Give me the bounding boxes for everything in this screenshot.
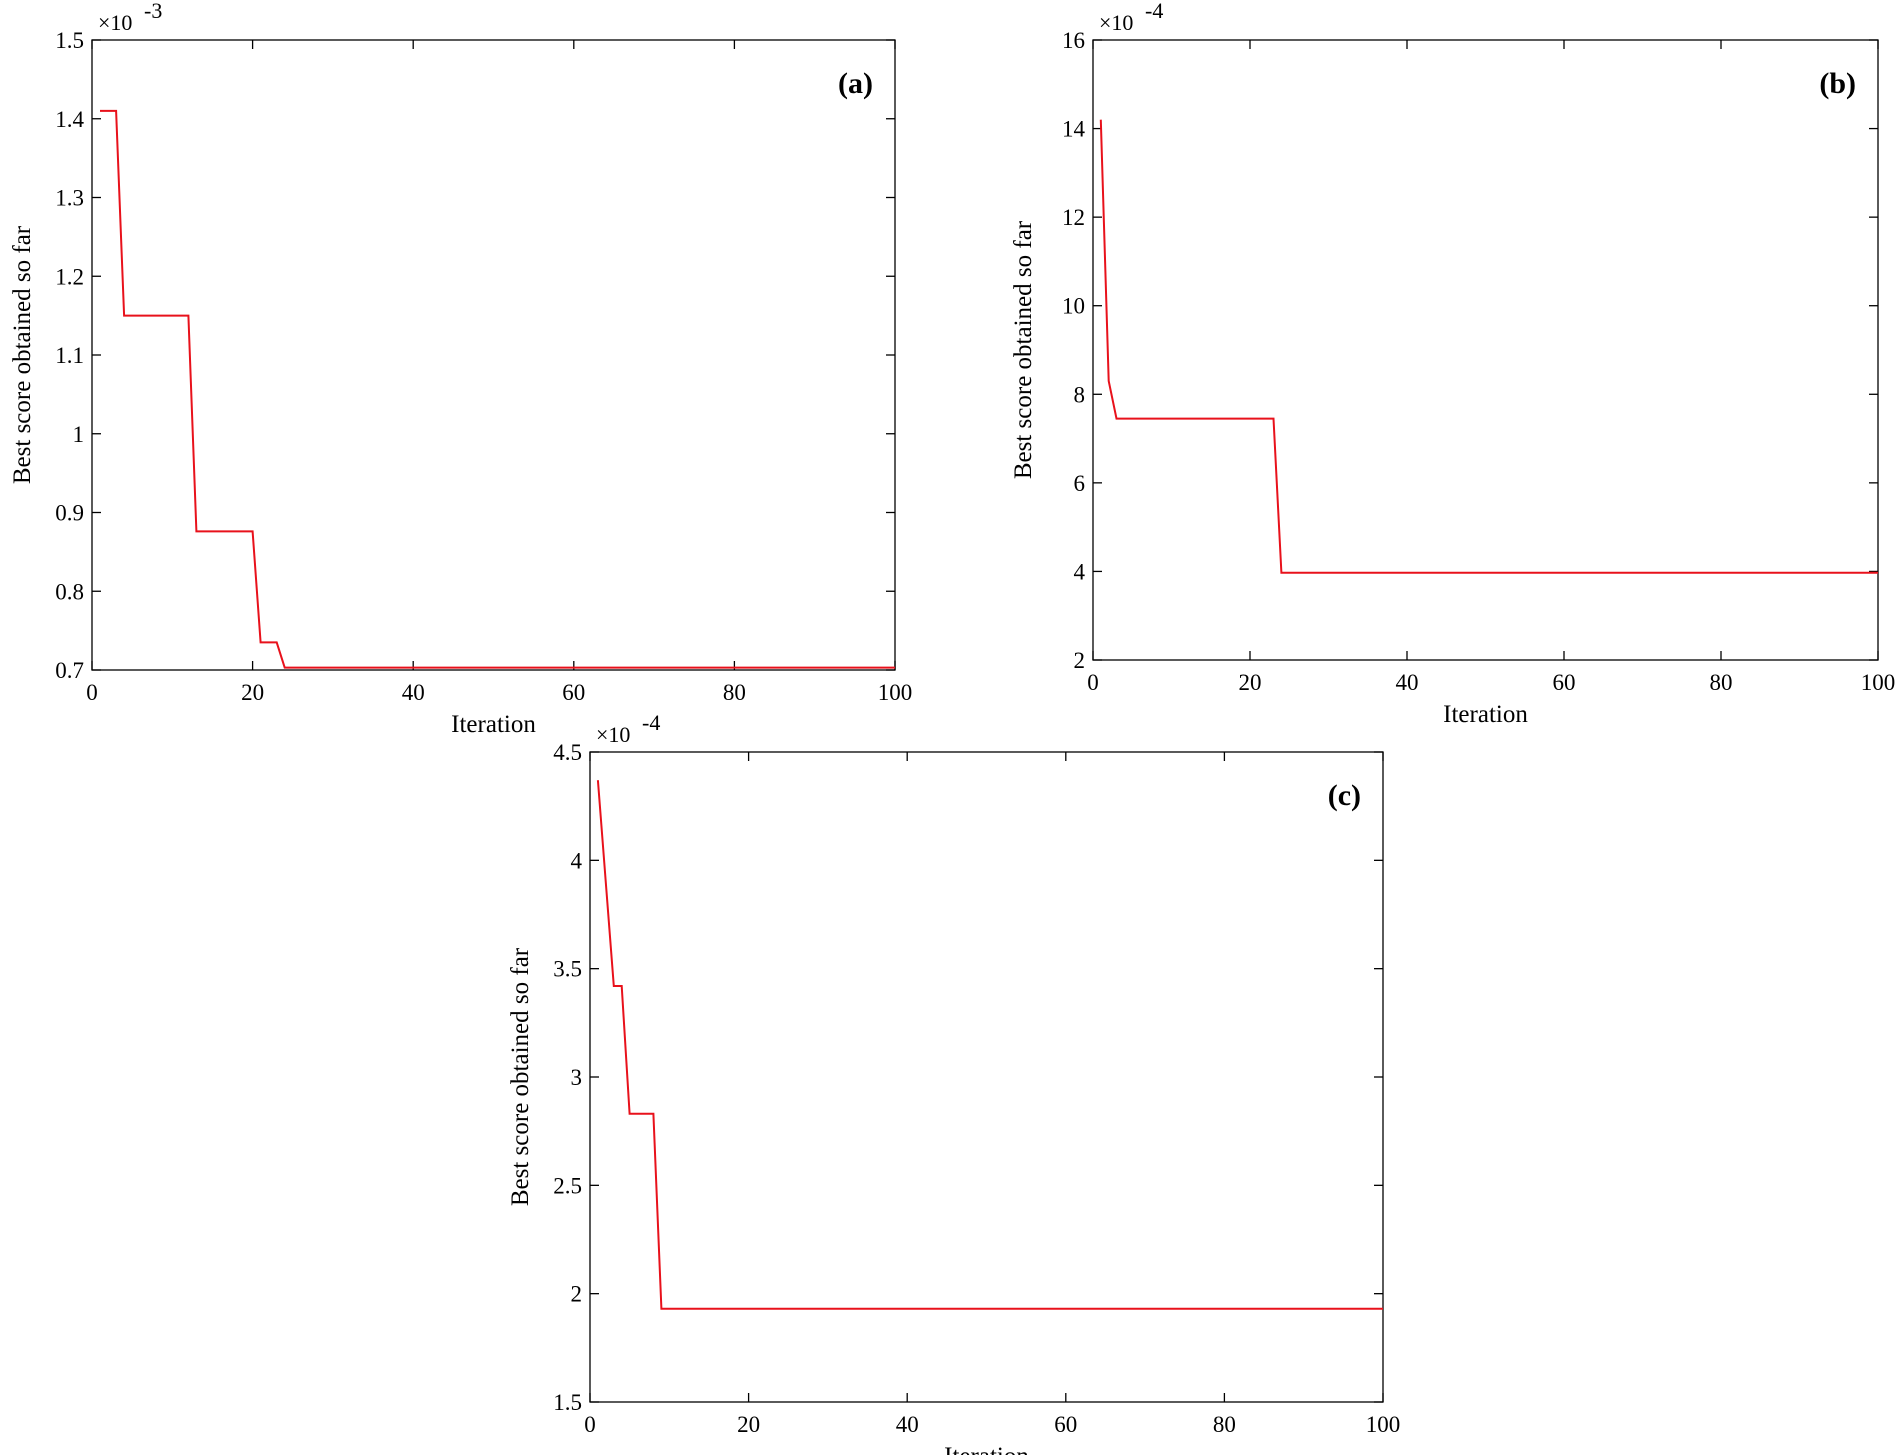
y-tick-label: 2 xyxy=(1074,648,1086,673)
series-line xyxy=(1099,119,1878,574)
series-line xyxy=(596,780,1383,1310)
y-exponent-label: ×10 xyxy=(596,722,630,747)
x-tick-label: 0 xyxy=(1087,670,1099,695)
y-tick-label: 4.5 xyxy=(553,740,582,765)
x-tick-label: 0 xyxy=(86,680,98,705)
x-tick-label: 20 xyxy=(1239,670,1262,695)
y-axis-label: Best score obtained so far xyxy=(9,225,36,484)
y-tick-label: 2.5 xyxy=(553,1173,582,1198)
y-tick-label: 0.8 xyxy=(55,579,84,604)
y-exponent-label: ×10 xyxy=(98,10,132,35)
x-axis-label: Iteration xyxy=(944,1443,1029,1455)
x-tick-label: 80 xyxy=(1710,670,1733,695)
y-tick-label: 16 xyxy=(1062,28,1085,53)
y-tick-label: 1.3 xyxy=(55,186,84,211)
x-tick-label: 100 xyxy=(878,680,913,705)
x-tick-label: 60 xyxy=(562,680,585,705)
y-tick-label: 1.2 xyxy=(55,264,84,289)
y-tick-label: 6 xyxy=(1074,471,1086,496)
y-tick-label: 10 xyxy=(1062,294,1085,319)
y-tick-label: 3 xyxy=(571,1065,583,1090)
plot-area-frame xyxy=(91,39,896,671)
y-tick-label: 1.5 xyxy=(553,1390,582,1415)
y-tick-label: 4 xyxy=(1074,559,1086,584)
y-tick-label: 2 xyxy=(571,1282,583,1307)
y-exponent-power: -3 xyxy=(144,0,162,23)
x-tick-label: 20 xyxy=(737,1412,760,1437)
series-line xyxy=(100,109,895,669)
y-exponent-power: -4 xyxy=(642,710,660,735)
panel-label: (c) xyxy=(1328,779,1361,812)
panel-label: (a) xyxy=(838,67,873,100)
y-axis-label: Best score obtained so far xyxy=(1010,220,1037,479)
x-axis-label: Iteration xyxy=(1443,701,1528,728)
y-tick-label: 0.9 xyxy=(55,501,84,526)
y-axis-label: Best score obtained so far xyxy=(507,947,534,1206)
y-tick-label: 1.5 xyxy=(55,28,84,53)
plot-area-frame xyxy=(589,751,1384,1403)
x-tick-label: 0 xyxy=(584,1412,596,1437)
x-tick-label: 60 xyxy=(1054,1412,1077,1437)
y-tick-label: 4 xyxy=(571,848,583,873)
x-tick-label: 80 xyxy=(1213,1412,1236,1437)
chart-panel-2: 0 20 40 60 80 100 2 4 6 8 10 12 14 16 ×10 -4 Iteration Be… xyxy=(1010,0,1895,728)
y-tick-label: 8 xyxy=(1074,382,1086,407)
x-tick-label: 40 xyxy=(896,1412,919,1437)
panel-label: (b) xyxy=(1819,67,1856,100)
y-tick-label: 1.4 xyxy=(55,107,84,132)
x-tick-label: 20 xyxy=(241,680,264,705)
y-tick-label: 3.5 xyxy=(553,957,582,982)
x-tick-label: 100 xyxy=(1861,670,1896,695)
chart-panel-1: 0 20 40 60 80 100 0.7 0.8 0.9 1 1.1 1.2 1.3 1.4 1.5 ×10… xyxy=(9,0,912,738)
y-tick-label: 1.1 xyxy=(55,343,84,368)
chart-panel-3: 0 20 40 60 80 100 1.5 2 2.5 3 3.5 4 4.5 ×10 -4 Iteratio… xyxy=(507,710,1400,1455)
x-tick-label: 100 xyxy=(1366,1412,1401,1437)
y-tick-label: 12 xyxy=(1062,205,1085,230)
x-tick-label: 40 xyxy=(1396,670,1419,695)
x-tick-label: 60 xyxy=(1553,670,1576,695)
y-tick-label: 0.7 xyxy=(55,658,84,683)
y-exponent-label: ×10 xyxy=(1099,10,1133,35)
x-tick-label: 40 xyxy=(402,680,425,705)
x-tick-label: 80 xyxy=(723,680,746,705)
x-axis-label: Iteration xyxy=(451,711,536,738)
plot-area-frame xyxy=(1092,39,1879,661)
y-exponent-power: -4 xyxy=(1145,0,1163,23)
y-tick-label: 1 xyxy=(73,422,85,447)
y-tick-label: 14 xyxy=(1062,117,1086,142)
